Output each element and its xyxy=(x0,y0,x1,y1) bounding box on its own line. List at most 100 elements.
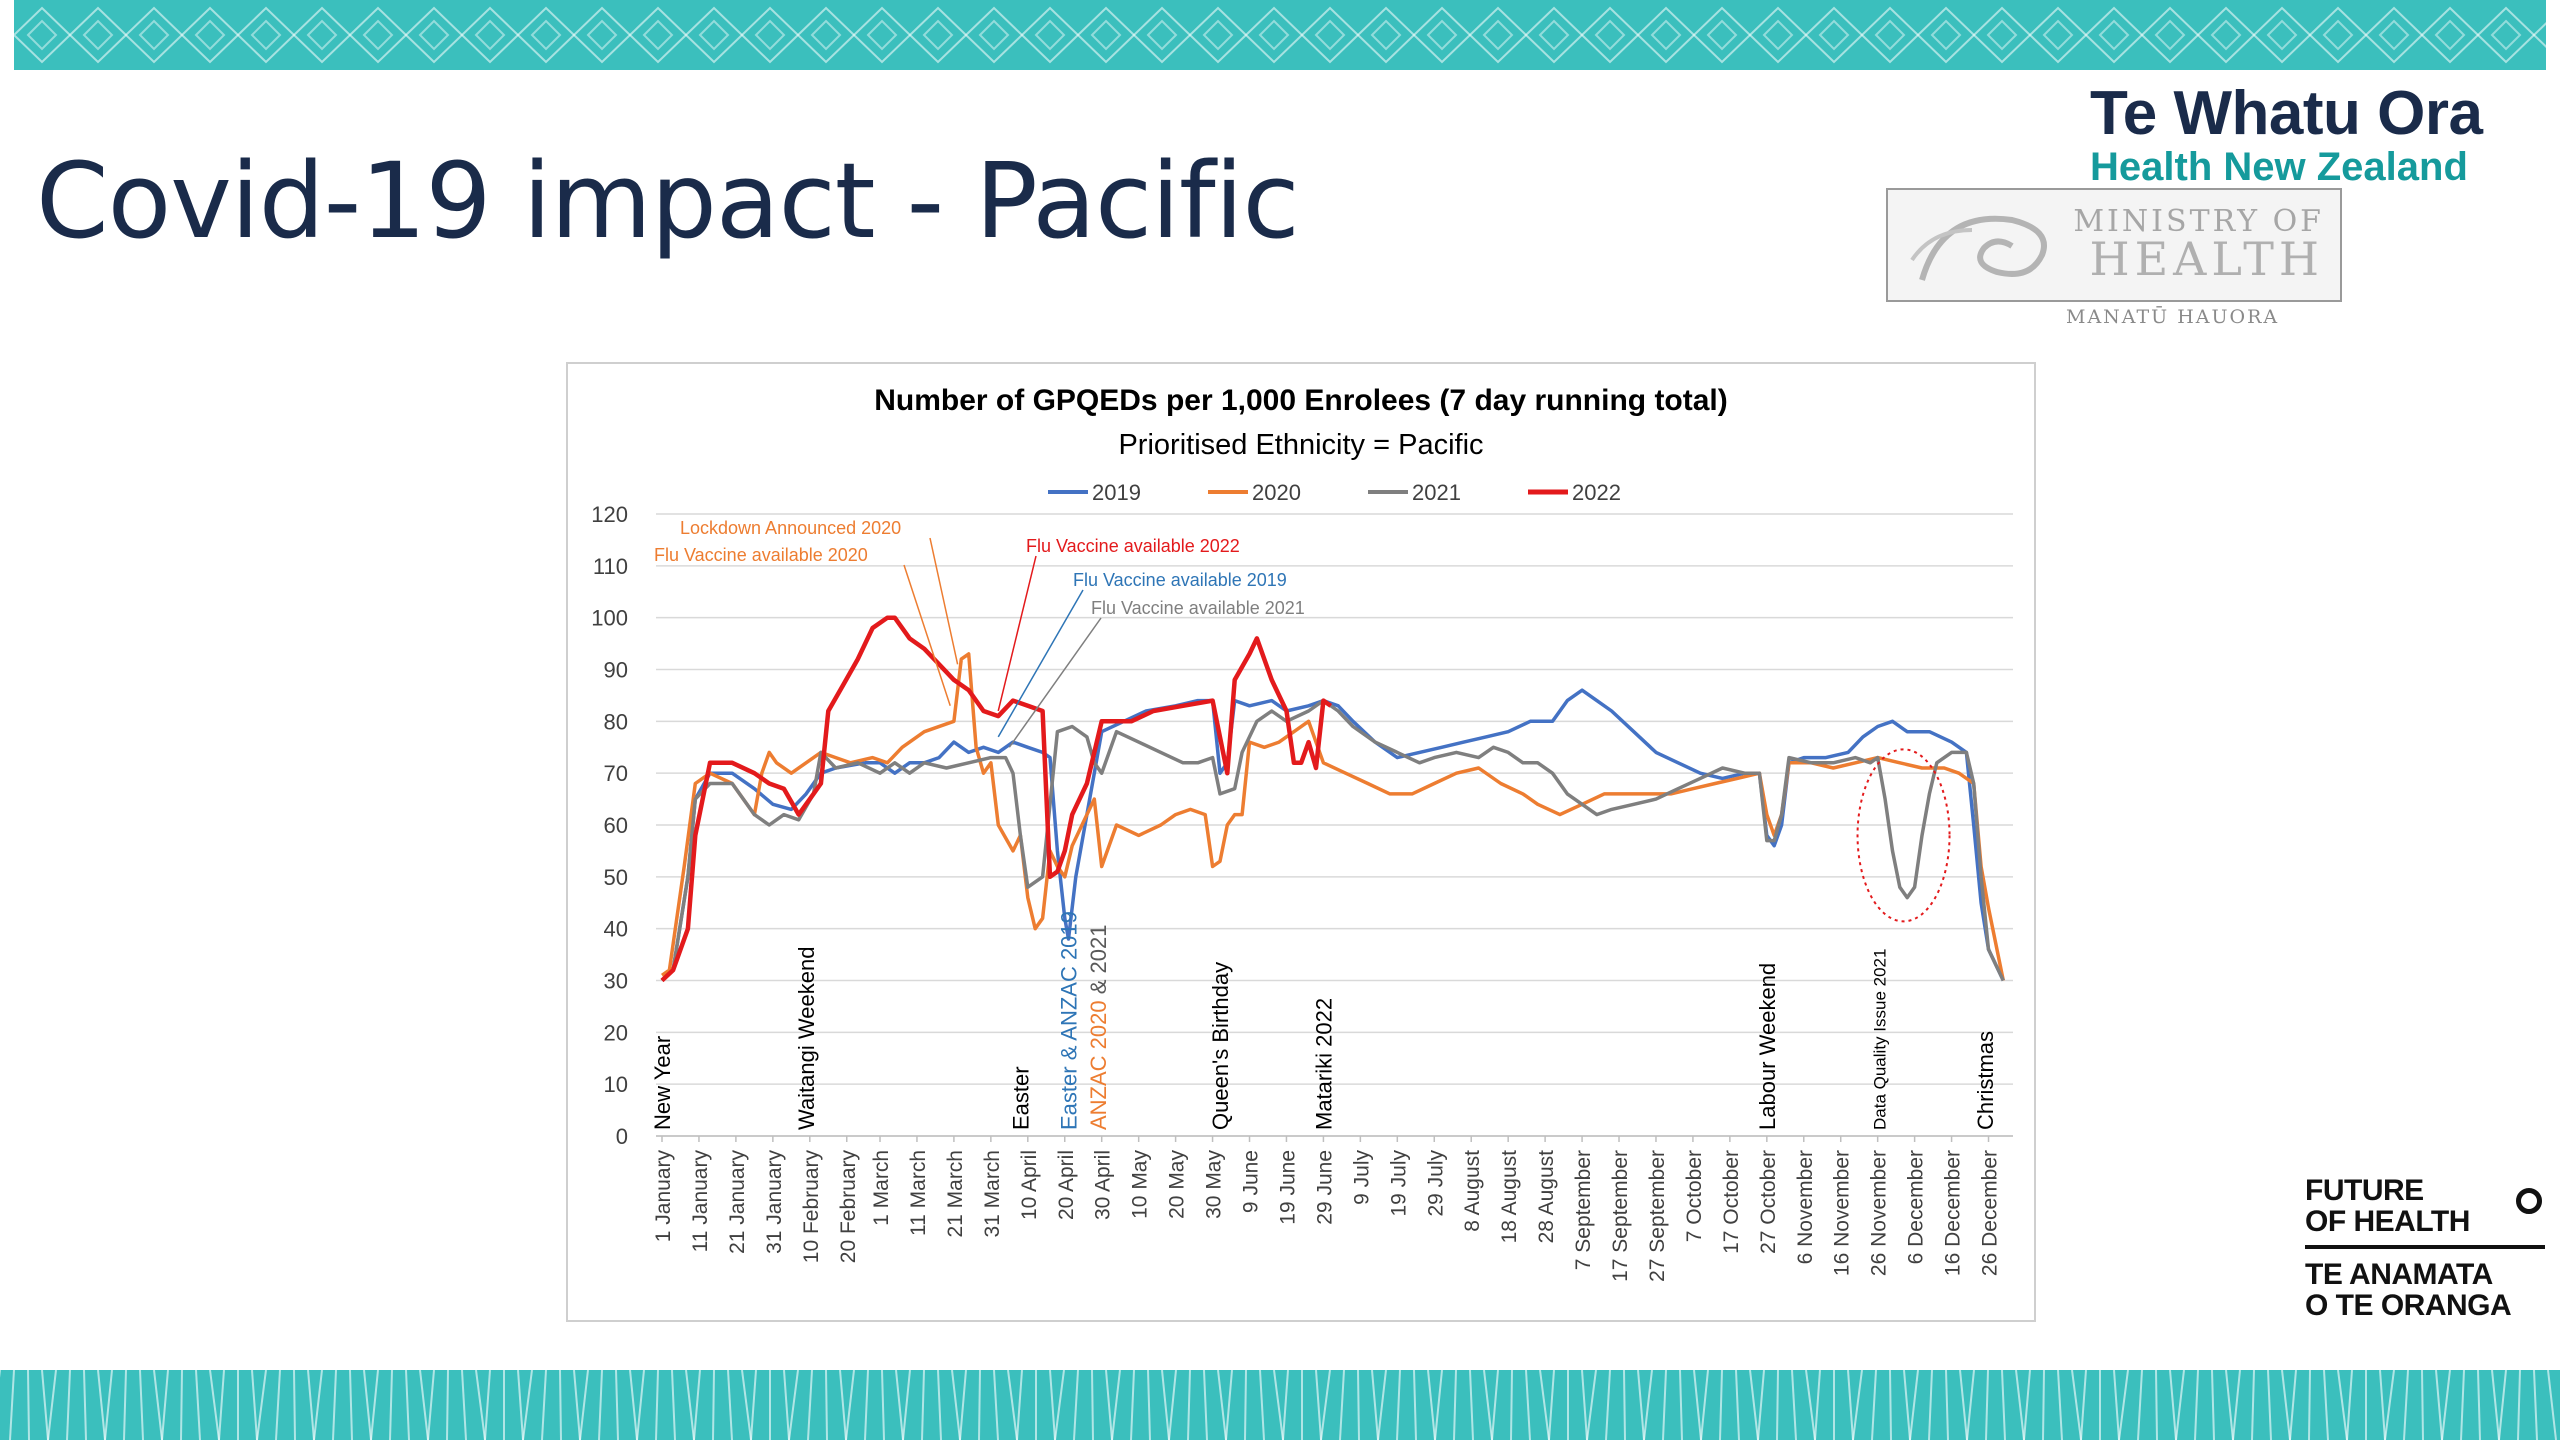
x-tick-label: 31 January xyxy=(763,1150,786,1254)
band-stroke xyxy=(671,1370,676,1440)
band-stroke xyxy=(1049,1370,1056,1440)
band-stroke xyxy=(1187,1370,1191,1440)
callout-label: Flu Vaccine available 2019 xyxy=(1073,570,1287,590)
band-diamond-inner xyxy=(1538,19,1570,51)
x-tick-label: 29 June xyxy=(1313,1150,1336,1225)
band-diamond xyxy=(2364,6,2424,64)
band-stroke xyxy=(1491,1370,1499,1440)
band-stroke xyxy=(2057,1370,2063,1440)
y-tick-label: 100 xyxy=(591,606,628,631)
y-tick-label: 20 xyxy=(604,1020,628,1045)
band-stroke xyxy=(1111,1370,1121,1440)
band-diamond-inner xyxy=(1090,19,1122,51)
y-tick-label: 40 xyxy=(604,917,628,942)
band-stroke xyxy=(902,1370,911,1440)
chart-gridlines xyxy=(656,513,2013,1137)
band-stroke xyxy=(2308,1370,2311,1440)
callout-label: Lockdown Announced 2020 xyxy=(680,518,901,538)
band-stroke xyxy=(349,1370,353,1440)
band-stroke xyxy=(2403,1370,2409,1440)
band-diamond-inner xyxy=(1258,19,1290,51)
band-diamond-inner xyxy=(1426,19,1458,51)
x-tick-label: 21 March xyxy=(944,1150,967,1238)
band-diamond xyxy=(180,6,240,64)
holiday-label: New Year xyxy=(650,1036,675,1130)
holiday-label: Queen's Birthday xyxy=(1208,962,1233,1130)
band-diamond xyxy=(292,6,352,64)
x-tick-label: 17 September xyxy=(1609,1150,1632,1282)
series-line-2019 xyxy=(660,688,2005,982)
band-stroke xyxy=(1719,1370,1723,1440)
x-tick-label: 8 August xyxy=(1461,1150,1484,1232)
band-diamond xyxy=(1188,6,1248,64)
x-tick-label: 26 November xyxy=(1868,1150,1891,1276)
band-diamond-inner xyxy=(2154,19,2186,51)
band-stroke xyxy=(1539,1370,1550,1440)
band-stroke xyxy=(1852,1370,1863,1440)
band-diamond-inner xyxy=(698,19,730,51)
band-stroke xyxy=(2232,1370,2241,1440)
foh-line-4: O TE ORANGA xyxy=(2305,1289,2512,1322)
band-stroke xyxy=(1168,1370,1177,1440)
band-diamond xyxy=(1020,6,1080,64)
band-diamond-inner xyxy=(2266,19,2298,51)
band-stroke xyxy=(313,1370,323,1440)
band-stroke xyxy=(2441,1370,2451,1440)
band-diamond xyxy=(852,6,912,64)
ministry-of-health-logo: MINISTRY OF HEALTH xyxy=(1886,188,2342,302)
band-stroke xyxy=(2155,1370,2158,1440)
band-diamond-inner xyxy=(1986,19,2018,51)
band-stroke xyxy=(161,1370,169,1440)
holiday-label: Waitangi Weekend xyxy=(794,947,819,1130)
chart-frame: Number of GPQEDs per 1,000 Enrolees (7 d… xyxy=(566,362,2036,1322)
band-diamond xyxy=(2308,6,2368,64)
band-stroke xyxy=(1637,1370,1645,1440)
y-axis-ticks: 0 10 20 30 40 50 60 70 80 90 100 110 120 xyxy=(591,502,628,1149)
moh-line-1: MINISTRY OF xyxy=(2073,204,2324,239)
band-stroke xyxy=(1749,1370,1759,1440)
band-stroke xyxy=(1757,1370,1765,1440)
band-stroke xyxy=(1357,1370,1360,1440)
x-tick-label: 10 April xyxy=(1018,1150,1041,1220)
band-stroke xyxy=(293,1370,296,1440)
chart-subtitle: Prioritised Ethnicity = Pacific xyxy=(1118,429,1483,461)
band-stroke xyxy=(180,1370,183,1440)
band-stroke xyxy=(139,1370,144,1440)
bottom-decorative-band xyxy=(0,1370,2560,1440)
band-stroke xyxy=(2384,1370,2395,1440)
band-stroke xyxy=(2547,1370,2557,1440)
band-stroke xyxy=(307,1370,315,1440)
series-line-2020 xyxy=(660,652,2006,981)
band-stroke xyxy=(881,1370,885,1440)
callout-label: Flu Vaccine available 2022 xyxy=(1026,536,1240,556)
pattern-top xyxy=(14,6,2546,64)
band-stroke xyxy=(1259,1370,1265,1440)
band-stroke xyxy=(2071,1370,2082,1440)
callout-pointer xyxy=(1008,617,1102,748)
band-stroke xyxy=(1434,1370,1443,1440)
band-stroke xyxy=(218,1370,225,1440)
circle-mark-icon xyxy=(2516,1188,2542,1214)
band-stroke xyxy=(2137,1370,2143,1440)
y-tick-label: 80 xyxy=(604,709,628,734)
band-stroke xyxy=(1776,1370,1779,1440)
band-stroke xyxy=(1371,1370,1379,1440)
band-diamond xyxy=(14,6,72,64)
band-diamond-inner xyxy=(866,19,898,51)
band-diamond-inner xyxy=(922,19,954,51)
band-diamond xyxy=(1860,6,1920,64)
foh-rule xyxy=(2305,1245,2545,1249)
band-stroke xyxy=(9,1370,15,1440)
band-diamond-inner xyxy=(194,19,226,51)
data-quality-ellipse xyxy=(1856,748,1951,923)
x-tick-label: 31 March xyxy=(981,1150,1004,1238)
band-stroke xyxy=(363,1370,372,1440)
band-stroke xyxy=(825,1370,828,1440)
band-stroke xyxy=(2435,1370,2443,1440)
legend-label: 2020 xyxy=(1252,480,1301,505)
band-stroke xyxy=(1007,1370,1018,1440)
band-stroke xyxy=(2015,1370,2025,1440)
holiday-label: Easter xyxy=(1008,1066,1033,1130)
chart-title: Number of GPQEDs per 1,000 Enrolees (7 d… xyxy=(874,384,1728,417)
band-diamond xyxy=(1244,6,1304,64)
